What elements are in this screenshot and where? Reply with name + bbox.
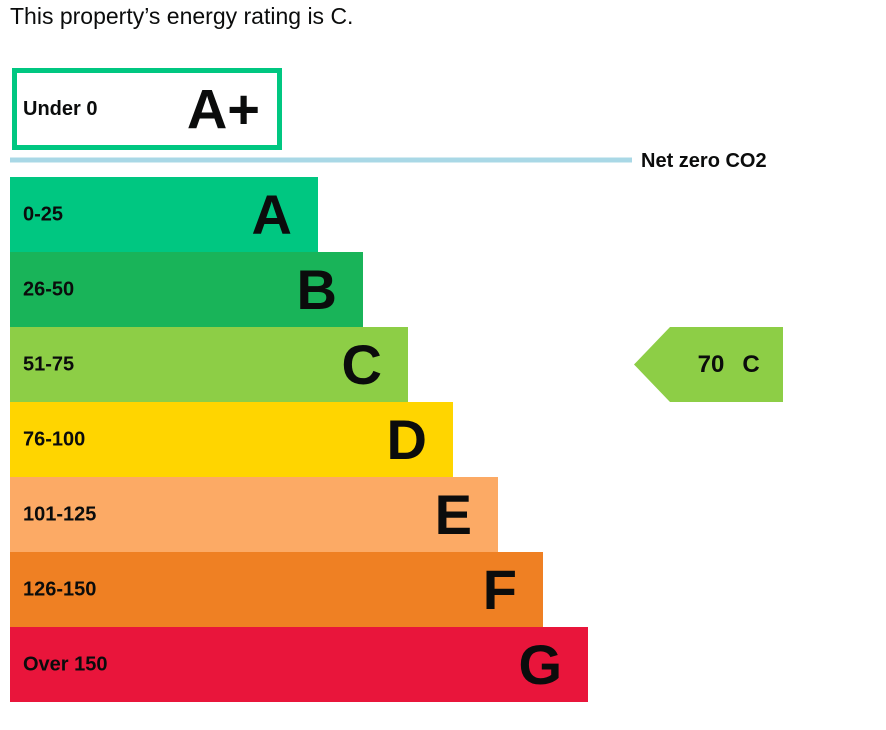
top-band-range: Under 0 bbox=[23, 98, 97, 120]
band-bar bbox=[10, 627, 588, 702]
current-letter: C bbox=[742, 351, 759, 378]
band-range: 26-50 bbox=[23, 279, 74, 301]
band-range: Over 150 bbox=[23, 654, 108, 676]
band-bar bbox=[10, 477, 498, 552]
band-range: 0-25 bbox=[23, 204, 63, 226]
band-range: 51-75 bbox=[23, 354, 74, 376]
top-band-box bbox=[12, 68, 282, 150]
band-letter: E bbox=[435, 483, 472, 546]
band-letter: C bbox=[342, 333, 382, 396]
band-range: 126-150 bbox=[23, 579, 96, 601]
current-rating-arrow bbox=[634, 327, 783, 402]
band-letter: D bbox=[387, 408, 427, 471]
band-bar bbox=[10, 252, 363, 327]
top-band-letter: A+ bbox=[187, 78, 260, 141]
page-title: This property’s energy rating is C. bbox=[10, 3, 353, 29]
band-bar bbox=[10, 552, 543, 627]
band-range: 76-100 bbox=[23, 429, 85, 451]
band-letter: F bbox=[483, 558, 517, 621]
band-range: 101-125 bbox=[23, 504, 96, 526]
band-letter: B bbox=[297, 258, 337, 321]
band-bar bbox=[10, 327, 408, 402]
net-zero-label: Net zero CO2 bbox=[641, 150, 767, 172]
band-letter: G bbox=[518, 633, 562, 696]
current-score: 70 bbox=[698, 351, 725, 378]
band-bar bbox=[10, 177, 318, 252]
band-letter: A bbox=[252, 183, 292, 246]
band-bar bbox=[10, 402, 453, 477]
